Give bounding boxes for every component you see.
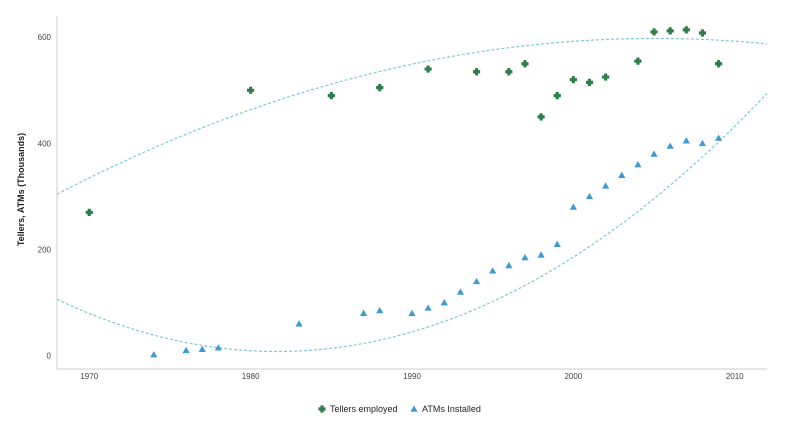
tellers-point [505,68,513,76]
x-tick-label: 2010 [726,372,744,381]
legend-marker-tellers [318,405,326,413]
atms-point [650,150,658,157]
tellers-point [634,57,642,65]
atms-point [634,161,642,168]
y-tick-label: 200 [38,246,52,255]
x-tick-label: 2000 [564,372,582,381]
tellers-point [424,65,432,73]
tellers-trend-line [56,37,768,195]
tellers-point [247,86,255,94]
tellers-point [553,92,561,100]
atms-point [182,346,190,354]
atms-point [602,182,610,189]
atms-point [150,351,158,358]
tellers-point [327,92,335,100]
legend-label-atms: ATMs Installed [422,404,481,414]
atms-point [585,192,594,200]
legend-label-tellers: Tellers employed [330,404,398,414]
y-axis-title: Tellers, ATMs (Thousands) [16,133,26,246]
atms-point [198,345,206,353]
atms-point [682,137,690,144]
tellers-point [376,84,384,92]
tellers-point [569,76,577,84]
atms-point [698,139,707,147]
tellers-point [698,29,707,37]
tellers-point [537,113,545,121]
atms-point [714,134,723,141]
tellers-point [521,60,529,68]
tellers-point [85,208,93,217]
atms-point [359,309,368,316]
x-tick-label: 1980 [242,372,260,381]
tellers-point [602,73,610,81]
atms-point [472,277,481,285]
x-tick-label: 1970 [80,372,98,381]
atms-trend-line [56,92,768,353]
atms-point [521,253,529,261]
atms-point [489,267,497,274]
atms-point [295,320,303,327]
y-tick-label: 0 [47,352,52,361]
atms-point [553,240,561,247]
tellers-point [472,68,481,76]
atms-point [214,344,222,351]
x-tick-label: 1990 [403,372,421,381]
legend-marker-atms [410,405,418,412]
atms-point [618,171,626,178]
tellers-point [714,60,723,68]
atms-point [408,309,416,316]
atms-point [505,261,513,269]
atms-point [376,307,384,314]
atms-point [456,288,465,295]
tellers-point [666,27,674,35]
tellers-point [682,26,690,34]
y-tick-label: 400 [38,139,52,148]
tellers-point [585,78,594,86]
atms-point [537,251,545,258]
atms-point [440,299,448,306]
atms-point [666,142,674,149]
tellers-point [650,28,658,36]
atms-point [569,203,577,210]
y-tick-label: 600 [38,33,52,42]
atms-point [424,304,432,311]
